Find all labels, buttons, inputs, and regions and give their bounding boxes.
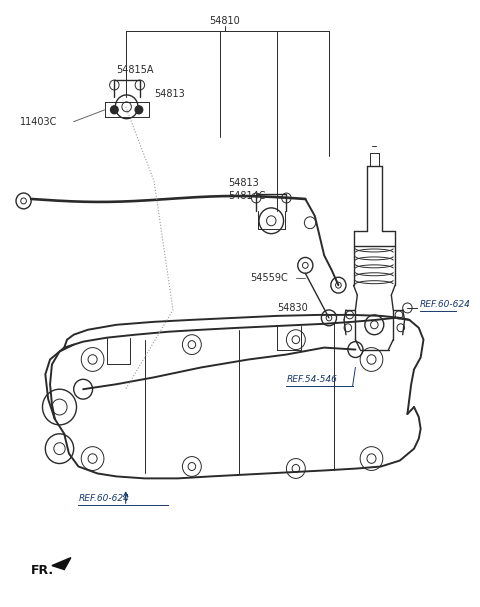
Text: REF.54-546: REF.54-546 (287, 375, 337, 384)
Text: 11403C: 11403C (20, 117, 57, 127)
Text: 54815A: 54815A (116, 65, 154, 75)
Text: REF.60-624: REF.60-624 (420, 300, 470, 310)
Text: 54559C: 54559C (251, 273, 288, 283)
Text: 54813: 54813 (154, 89, 185, 99)
Text: REF.60-624: REF.60-624 (78, 493, 129, 503)
Text: 54813: 54813 (228, 178, 259, 188)
Polygon shape (52, 558, 71, 569)
Circle shape (135, 106, 143, 114)
Text: 54810: 54810 (210, 16, 240, 25)
Text: FR.: FR. (31, 564, 54, 577)
Text: 54814C: 54814C (228, 191, 265, 201)
Circle shape (110, 106, 118, 114)
Text: 54830: 54830 (277, 303, 308, 313)
